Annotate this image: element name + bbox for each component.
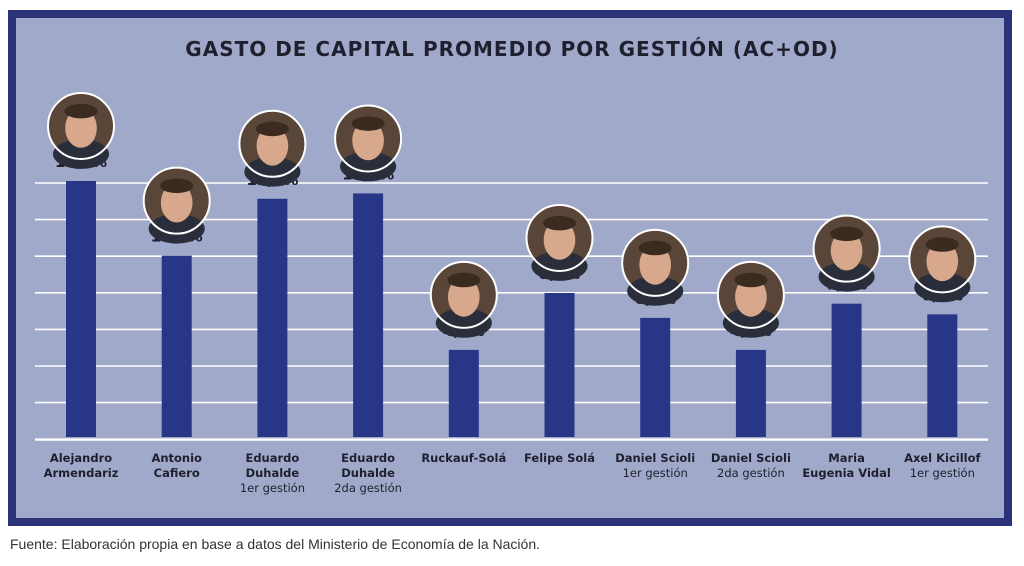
- portrait-photo: [142, 166, 211, 244]
- category-label: Armendariz: [44, 466, 119, 480]
- category-label: Daniel Scioli: [711, 451, 791, 465]
- bar: [544, 293, 575, 437]
- bar: [66, 181, 96, 437]
- bar-chart: 14,4%10,2%13,4%13,7%4,9%8,1%6,7%4,9%7,5%…: [35, 92, 988, 495]
- portrait-photo: [429, 260, 498, 338]
- category-label: Cafiero: [154, 466, 200, 480]
- bar: [735, 349, 766, 437]
- portrait-photo: [334, 104, 403, 182]
- category-label: Eduardo: [245, 451, 299, 465]
- category-sublabel: 2da gestión: [334, 481, 402, 495]
- category-sublabel: 1er gestión: [623, 466, 688, 480]
- portraits: [47, 92, 977, 338]
- category-label: Antonio: [151, 451, 202, 465]
- portrait-photo: [716, 260, 785, 338]
- bar: [257, 198, 288, 437]
- category-label: Duhalde: [341, 466, 395, 480]
- category-label: Felipe Solá: [524, 451, 595, 465]
- category-sublabel: 2da gestión: [717, 466, 785, 480]
- bar: [448, 349, 479, 437]
- bars: [66, 181, 958, 437]
- category-label: Alejandro: [50, 451, 112, 465]
- portrait-photo: [908, 225, 977, 303]
- category-label: Axel Kicillof: [904, 451, 981, 465]
- bar: [831, 303, 862, 437]
- category-sublabel: 1er gestión: [910, 466, 975, 480]
- portrait-photo: [238, 109, 307, 187]
- portrait-photo: [812, 214, 881, 292]
- category-label: Eduardo: [341, 451, 395, 465]
- bar: [927, 314, 958, 437]
- portrait-photo: [47, 92, 115, 169]
- bar: [640, 317, 671, 437]
- portrait-photo: [621, 228, 690, 306]
- portrait-photo: [525, 204, 594, 281]
- bar: [161, 255, 192, 437]
- chart-title: GASTO DE CAPITAL PROMEDIO POR GESTIÓN (A…: [185, 37, 839, 61]
- category-label: Maria: [828, 451, 865, 465]
- category-label: Eugenia Vidal: [802, 466, 891, 480]
- category-label: Ruckauf-Solá: [421, 451, 506, 465]
- category-label: Duhalde: [246, 466, 300, 480]
- category-label: Daniel Scioli: [615, 451, 695, 465]
- source-note: Fuente: Elaboración propia en base a dat…: [10, 536, 540, 552]
- category-sublabel: 1er gestión: [240, 481, 305, 495]
- bar: [353, 193, 384, 437]
